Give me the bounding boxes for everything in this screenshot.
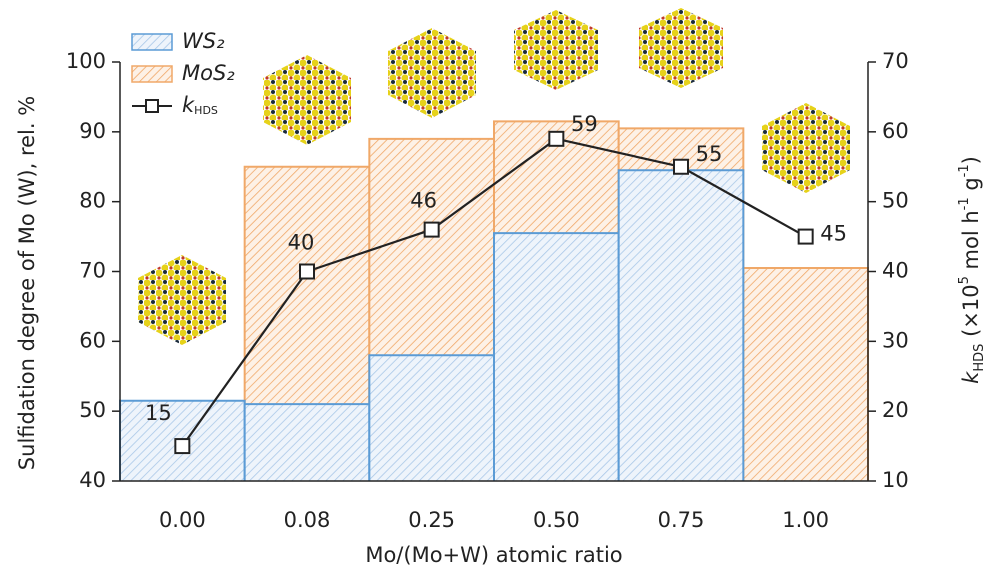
x-tick-label: 0.00	[159, 508, 206, 532]
legend-swatch	[131, 65, 173, 83]
y2-label-part: (×10	[959, 284, 983, 343]
x-axis-label: Mo/(Mo+W) atomic ratio	[365, 543, 622, 567]
data-label: 40	[288, 231, 315, 255]
legend-marker	[145, 99, 159, 113]
y-tick-label: 70	[79, 259, 106, 283]
x-tick-label: 0.25	[408, 508, 455, 532]
line	[181, 137, 807, 447]
y2-tick-label: 50	[882, 189, 909, 213]
y2-tick-label: 60	[882, 119, 909, 143]
y-tick-label: 80	[79, 189, 106, 213]
y2-tick-label: 20	[882, 398, 909, 422]
x-tick-label: 1.00	[782, 508, 829, 532]
legend-swatch	[131, 33, 173, 51]
marker	[673, 158, 689, 175]
data-label: 59	[571, 112, 598, 136]
y-tick-label: 60	[79, 328, 106, 352]
y2-label-part: -1	[957, 164, 972, 177]
y2-tick-label: 10	[882, 468, 909, 492]
structure-icons	[138, 8, 850, 345]
marker	[797, 228, 814, 245]
y2-tick-label: 30	[882, 328, 909, 352]
y2-label-part: )	[959, 156, 983, 164]
data-label: 46	[410, 189, 437, 213]
y2-label-part: k	[959, 371, 983, 384]
y-axis-label: Sulfidation degree of Mo (W), rel. %	[15, 96, 39, 470]
y2-tick-label: 40	[882, 259, 909, 283]
legend-label: kHDS	[182, 93, 218, 117]
legend-label: WS₂	[182, 29, 225, 53]
legend-label-sub: HDS	[194, 104, 218, 117]
y2-label-part: -1	[957, 197, 972, 210]
y-tick-label: 50	[79, 398, 106, 422]
data-label: 45	[820, 222, 847, 246]
y-tick-label: 90	[79, 119, 106, 143]
bar	[494, 233, 619, 481]
bar	[369, 355, 494, 481]
legend-label: MoS₂	[182, 61, 235, 85]
marker	[548, 130, 565, 147]
data-label: 15	[145, 401, 172, 425]
y2-tick-label: 70	[882, 49, 909, 73]
y2-label-part: HDS	[972, 344, 987, 372]
x-tick-label: 0.75	[658, 508, 705, 532]
marker	[299, 263, 315, 280]
bar	[244, 404, 370, 481]
bar	[743, 268, 868, 481]
x-tick-label: 0.50	[533, 508, 580, 532]
y2-label-part: 5	[957, 276, 972, 284]
y-tick-label: 40	[79, 468, 106, 492]
y2-label-part: mol h	[959, 210, 983, 276]
legend-label-main: k	[182, 93, 195, 117]
y-tick-label: 100	[66, 49, 106, 73]
marker	[174, 438, 191, 455]
y2-axis-label: kHDS (×105 mol h-1 g-1)	[957, 156, 987, 384]
x-tick-label: 0.08	[284, 508, 331, 532]
marker	[423, 221, 440, 238]
data-label: 55	[696, 142, 723, 166]
y2-label-part: g	[959, 177, 983, 197]
bar	[618, 170, 744, 481]
